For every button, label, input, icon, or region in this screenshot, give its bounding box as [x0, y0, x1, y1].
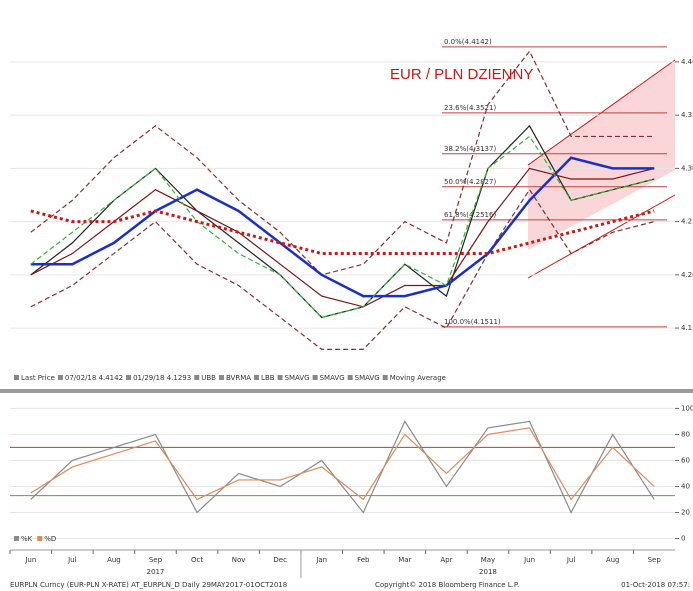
footer-right: 01-Oct-2018 07:57: [621, 581, 690, 589]
x-tick-label: Apr [440, 556, 452, 564]
legend-swatch [126, 375, 132, 380]
legend-swatch [277, 375, 283, 380]
series-line [30, 50, 655, 276]
y-tick-label: 4.150 [681, 324, 693, 332]
series-line [30, 420, 655, 514]
footer-center: Copyright© 2018 Bloomberg Finance L.P. [375, 581, 519, 589]
series-line [30, 135, 655, 319]
regression-channel [528, 60, 675, 250]
y-tick-label: 4.400 [681, 58, 693, 66]
x-tick-label: Sep [149, 556, 163, 564]
legend-swatch [37, 536, 43, 541]
legend-swatch [347, 375, 353, 380]
x-tick-label: Jun [523, 556, 535, 564]
x-tick-label: Dec [273, 556, 287, 564]
fib-label: 23.6%(4.3521) [444, 104, 496, 112]
y-tick-label: 4.350 [681, 111, 693, 119]
series-line [30, 427, 655, 501]
series-line [30, 167, 655, 308]
legend-swatch [218, 375, 224, 380]
panel-separator [0, 389, 693, 393]
legend-swatch [382, 375, 388, 380]
fib-label: 38.2%(4.3137) [444, 145, 496, 153]
year-label: 2018 [479, 568, 497, 576]
year-label: 2017 [147, 568, 165, 576]
series-line [30, 156, 655, 298]
legend-label: SMAVG [355, 374, 380, 382]
legend-label: LBB [261, 374, 275, 382]
legend-label: BVRMA [226, 374, 251, 382]
x-tick-label: Aug [606, 556, 620, 564]
legend-swatch [57, 375, 63, 380]
x-tick-label: Nov [232, 556, 246, 564]
chart-title: EUR / PLN DZIENNY [390, 66, 533, 83]
legend-swatch [254, 375, 260, 380]
y-tick-label: 4.300 [681, 164, 693, 172]
legend-swatch [312, 375, 318, 380]
y-tick-label: 4.250 [681, 218, 693, 226]
legend-label: Last Price [21, 374, 55, 382]
x-tick-label: Aug [107, 556, 121, 564]
legend-label: 01/29/18 4.1293 [133, 374, 191, 382]
legend-swatch [14, 375, 19, 380]
y-tick-label: 0 [681, 534, 685, 542]
legend-label: 07/02/18 4.4142 [65, 374, 123, 382]
y-tick-label: 20 [681, 508, 690, 516]
fib-label: 0.0%(4.4142) [444, 38, 492, 46]
legend-label: Moving Average [390, 374, 446, 382]
x-tick-label: Oct [191, 556, 203, 564]
y-tick-label: 100 [681, 404, 693, 412]
legend-label: %K [21, 535, 33, 543]
footer-left: EURPLN Curncy (EUR-PLN X-RATE) AT_EURPLN… [10, 581, 287, 589]
fib-label: 50.0%(4.2827) [444, 178, 496, 186]
y-tick-label: 60 [681, 456, 690, 464]
y-tick-label: 40 [681, 482, 690, 490]
x-tick-label: Feb [357, 556, 370, 564]
legend-label: SMAVG [285, 374, 310, 382]
x-tick-label: Jul [67, 556, 77, 564]
x-tick-label: Mar [398, 556, 411, 564]
x-tick-label: Jun [24, 556, 36, 564]
legend-swatch [14, 536, 19, 541]
x-tick-label: Sep [648, 556, 662, 564]
legend-swatch [194, 375, 200, 380]
x-tick-label: Jan [315, 556, 327, 564]
y-tick-label: 80 [681, 430, 690, 438]
fib-label: 61.8%(4.2516) [444, 211, 496, 219]
y-tick-label: 4.200 [681, 271, 693, 279]
x-tick-label: May [481, 556, 495, 564]
fib-label: 100.0%(4.1511) [444, 318, 501, 326]
series-line [30, 209, 655, 256]
legend-label: %D [44, 535, 56, 543]
x-tick-label: Jul [566, 556, 576, 564]
legend-label: SMAVG [320, 374, 345, 382]
legend-label: UBB [201, 374, 216, 382]
channel-line [527, 194, 676, 279]
